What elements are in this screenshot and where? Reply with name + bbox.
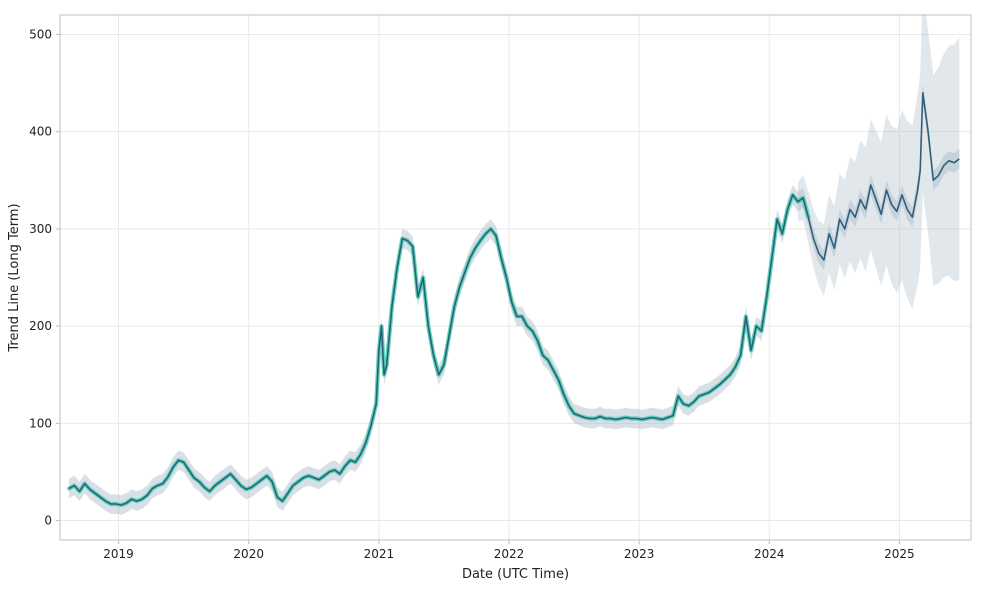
y-tick-label: 500 — [29, 27, 52, 41]
x-tick-label: 2025 — [884, 547, 915, 561]
x-tick-label: 2021 — [364, 547, 395, 561]
chart-container: 2019 2020 2021 2022 2023 2024 2025 0 100 200 300 40… — [0, 0, 989, 590]
x-tick-label: 2023 — [624, 547, 655, 561]
trend-chart: 2019 2020 2021 2022 2023 2024 2025 0 100 200 300 40… — [0, 0, 989, 590]
x-tick-label: 2020 — [233, 547, 264, 561]
x-axis-label: Date (UTC Time) — [462, 567, 569, 582]
x-tick-label: 2019 — [103, 547, 134, 561]
y-tick-label: 200 — [29, 319, 52, 333]
x-tick-label: 2022 — [494, 547, 525, 561]
y-tick-label: 0 — [44, 514, 52, 528]
y-tick-label: 100 — [29, 416, 52, 430]
y-axis-label: Trend Line (Long Term) — [7, 203, 22, 352]
x-tick-label: 2024 — [754, 547, 785, 561]
y-tick-label: 300 — [29, 222, 52, 236]
y-tick-label: 400 — [29, 125, 52, 139]
